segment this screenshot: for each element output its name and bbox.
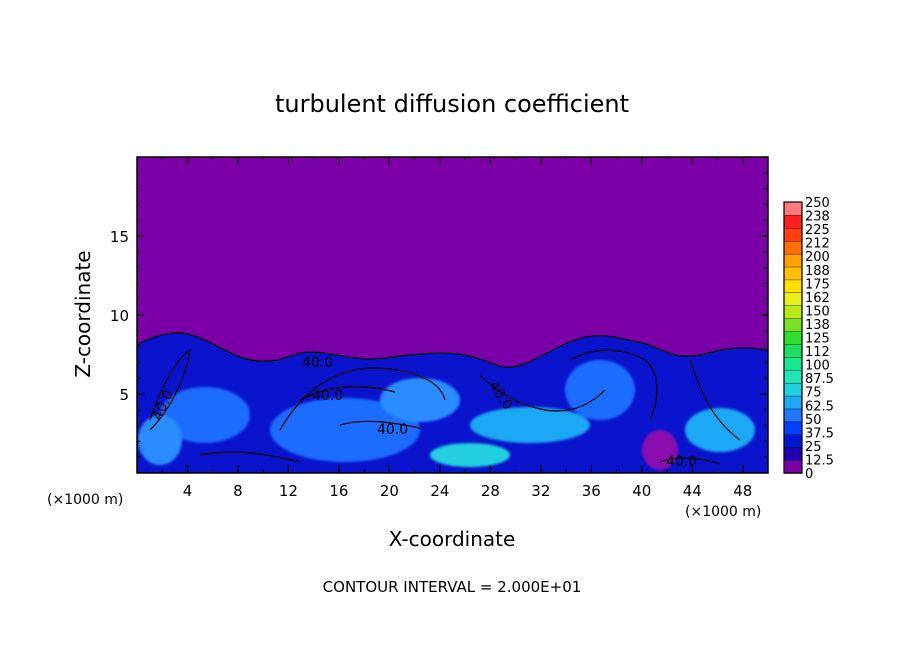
- y-tick-label: 10: [110, 307, 129, 325]
- eddy-blob: [160, 387, 250, 443]
- colorbar-label: 238: [805, 210, 830, 225]
- eddy-blob: [270, 398, 420, 462]
- colorbar-label: 0: [805, 467, 813, 482]
- eddy-blob: [138, 415, 182, 465]
- contour-label: 40.0: [312, 388, 343, 404]
- colorbar-label: 112: [805, 345, 830, 360]
- contour-line: [479, 374, 606, 412]
- contour-label: 40.0: [666, 454, 697, 470]
- colorbar-swatch: [783, 330, 803, 345]
- colorbar-label: 87.5: [805, 372, 834, 387]
- colorbar-swatch: [783, 253, 803, 268]
- y-axis-label: Z-coordinate: [71, 250, 95, 377]
- turbulent-eddies: [138, 360, 755, 470]
- x-axis-label: X-coordinate: [389, 527, 516, 551]
- chart-title: turbulent diffusion coefficient: [275, 90, 629, 118]
- colorbar-label: 162: [805, 291, 830, 306]
- contour-line: [299, 386, 396, 401]
- colorbar-swatch: [783, 266, 803, 281]
- colorbar-label: 150: [805, 304, 830, 319]
- colorbar-swatch: [783, 369, 803, 384]
- colorbar-label: 200: [805, 250, 830, 265]
- x-tick-label: 32: [531, 482, 550, 500]
- contour-line: [339, 420, 421, 429]
- x-tick-label: 36: [582, 482, 601, 500]
- colorbar-label: 50: [805, 413, 822, 428]
- contour-line: [689, 359, 741, 441]
- colorbar-swatch: [783, 201, 803, 216]
- colorbar-label: 12.5: [805, 453, 834, 468]
- colorbar-swatch: [783, 214, 803, 229]
- colorbar-swatch: [783, 279, 803, 294]
- colorbar-label: 225: [805, 223, 830, 238]
- contour-labels: 40.0 40.0 40.0 40.0 40.0 40.0: [149, 355, 697, 470]
- eddy-blob: [430, 443, 510, 467]
- colorbar: 012.52537.55062.57587.510011212513815016…: [783, 196, 834, 482]
- colorbar-label: 62.5: [805, 399, 834, 414]
- colorbar-swatch: [783, 459, 803, 474]
- colorbar-swatch: [783, 343, 803, 358]
- colorbar-swatch: [783, 240, 803, 255]
- colorbar-swatch: [783, 434, 803, 448]
- contour-label: 40.0: [377, 422, 408, 438]
- x-unit-left: (×1000 m): [47, 492, 123, 508]
- y-tick-label: 15: [110, 228, 129, 246]
- colorbar-swatch: [783, 382, 803, 397]
- contour-line: [279, 367, 446, 431]
- y-axis-ticks: 5 10 15: [110, 172, 768, 458]
- colorbar-swatch: [783, 356, 803, 371]
- colorbar-label: 100: [805, 359, 830, 374]
- eddy-blob: [685, 408, 755, 452]
- colorbar-swatch: [783, 292, 803, 306]
- contour-label: 40.0: [302, 355, 333, 371]
- eddy-blob: [470, 407, 590, 443]
- colorbar-swatch: [783, 317, 803, 332]
- x-tick-label: 44: [683, 482, 702, 500]
- x-tick-label: 24: [430, 482, 449, 500]
- colorbar-label: 188: [805, 264, 830, 279]
- eddy-blob: [380, 378, 460, 422]
- plot-area: 40.0 40.0 40.0 40.0 40.0 40.0: [137, 157, 768, 473]
- x-tick-label: 12: [279, 482, 298, 500]
- x-axis-ticks: 4 8 12 16 20 24 28 32 36 40 44 48: [161, 157, 752, 500]
- x-tick-label: 4: [183, 482, 193, 500]
- contour-line: [569, 349, 658, 421]
- colorbar-swatch: [783, 227, 803, 242]
- contour-lines: [149, 348, 741, 465]
- contour-line: [659, 457, 721, 465]
- colorbar-swatch: [783, 395, 803, 410]
- eddy-blob: [565, 360, 635, 420]
- colorbar-label: 37.5: [805, 426, 834, 441]
- colorbar-label: 138: [805, 318, 830, 333]
- contour-line: [149, 348, 191, 431]
- x-tick-label: 48: [733, 482, 752, 500]
- colorbar-swatch: [783, 408, 803, 423]
- x-tick-label: 28: [481, 482, 500, 500]
- y-tick-label: 5: [119, 386, 129, 404]
- x-tick-label: 8: [233, 482, 243, 500]
- colorbar-label: 175: [805, 277, 830, 292]
- x-unit-right: (×1000 m): [685, 504, 761, 520]
- colorbar-swatch: [783, 421, 803, 435]
- colorbar-frame: [783, 201, 803, 474]
- colorbar-label: 250: [805, 196, 830, 211]
- colorbar-label: 75: [805, 386, 822, 401]
- colorbar-label: 25: [805, 440, 822, 455]
- contour-interval-annotation: CONTOUR INTERVAL = 2.000E+01: [323, 578, 582, 596]
- colorbar-swatch: [783, 305, 803, 319]
- colorbar-label: 212: [805, 237, 830, 252]
- x-tick-label: 20: [380, 482, 399, 500]
- x-tick-label: 40: [632, 482, 651, 500]
- colorbar-label: 125: [805, 332, 830, 347]
- colorbar-swatch: [783, 446, 803, 461]
- contour-line: [199, 451, 301, 463]
- x-tick-label: 16: [329, 482, 348, 500]
